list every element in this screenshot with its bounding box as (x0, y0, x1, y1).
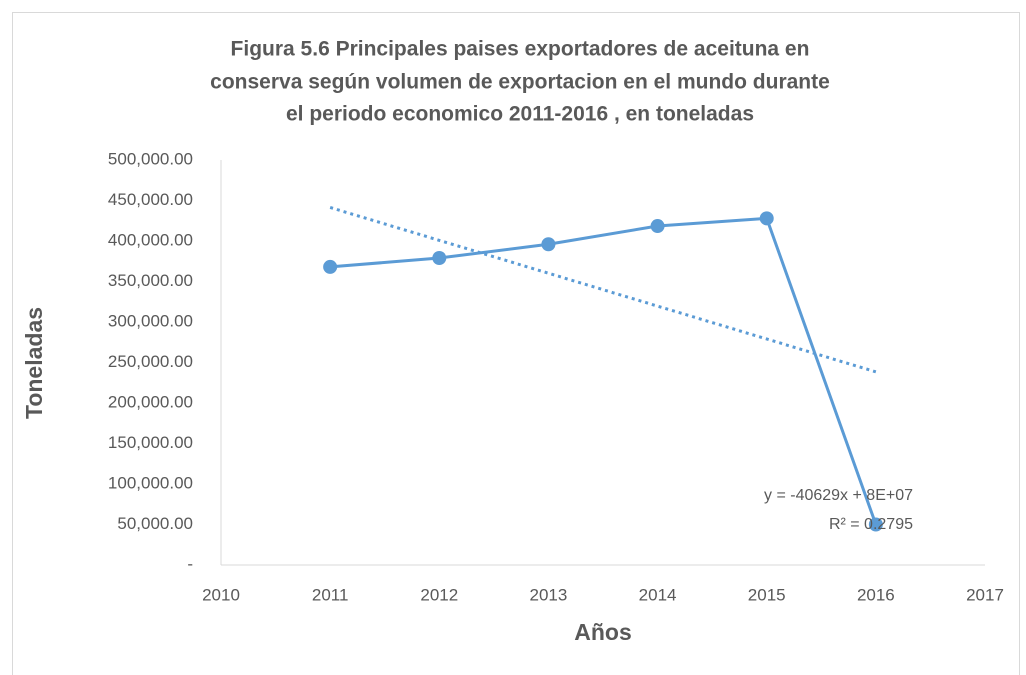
y-tick-label: 50,000.00 (117, 514, 193, 533)
data-point (541, 237, 556, 252)
data-point (868, 517, 883, 532)
data-point (650, 219, 665, 234)
data-point (432, 251, 447, 266)
x-tick-label: 2016 (857, 585, 895, 604)
chart-title: Figura 5.6 Principales paises exportador… (231, 38, 810, 61)
y-tick-label: 350,000.00 (108, 271, 193, 290)
x-tick-label: 2015 (748, 585, 786, 604)
y-tick-label: 400,000.00 (108, 230, 193, 249)
data-point (759, 211, 774, 226)
x-axis-title: Años (574, 619, 632, 645)
y-tick-label: 450,000.00 (108, 190, 193, 209)
y-tick-label: 100,000.00 (108, 473, 193, 492)
y-tick-label: 150,000.00 (108, 433, 193, 452)
y-tick-label: 250,000.00 (108, 352, 193, 371)
y-axis-title: Toneladas (21, 307, 47, 419)
x-tick-label: 2014 (639, 585, 677, 604)
x-tick-label: 2010 (202, 585, 240, 604)
trendline-equation: R² = 0.2795 (829, 516, 913, 533)
trendline-equation: y = -40629x + 8E+07 (764, 487, 913, 504)
series-line (330, 216, 878, 526)
data-point (323, 259, 338, 274)
chart-title: el periodo economico 2011-2016 , en tone… (286, 103, 754, 126)
y-tick-label: - (187, 554, 193, 573)
x-tick-label: 2011 (312, 585, 349, 604)
chart-title: conserva según volumen de exportacion en… (210, 71, 830, 94)
y-tick-label: 500,000.00 (108, 149, 193, 168)
x-tick-label: 2012 (420, 585, 458, 604)
x-tick-label: 2017 (966, 585, 1004, 604)
x-tick-label: 2013 (530, 585, 568, 604)
y-tick-label: 200,000.00 (108, 392, 193, 411)
y-tick-label: 300,000.00 (108, 311, 193, 330)
